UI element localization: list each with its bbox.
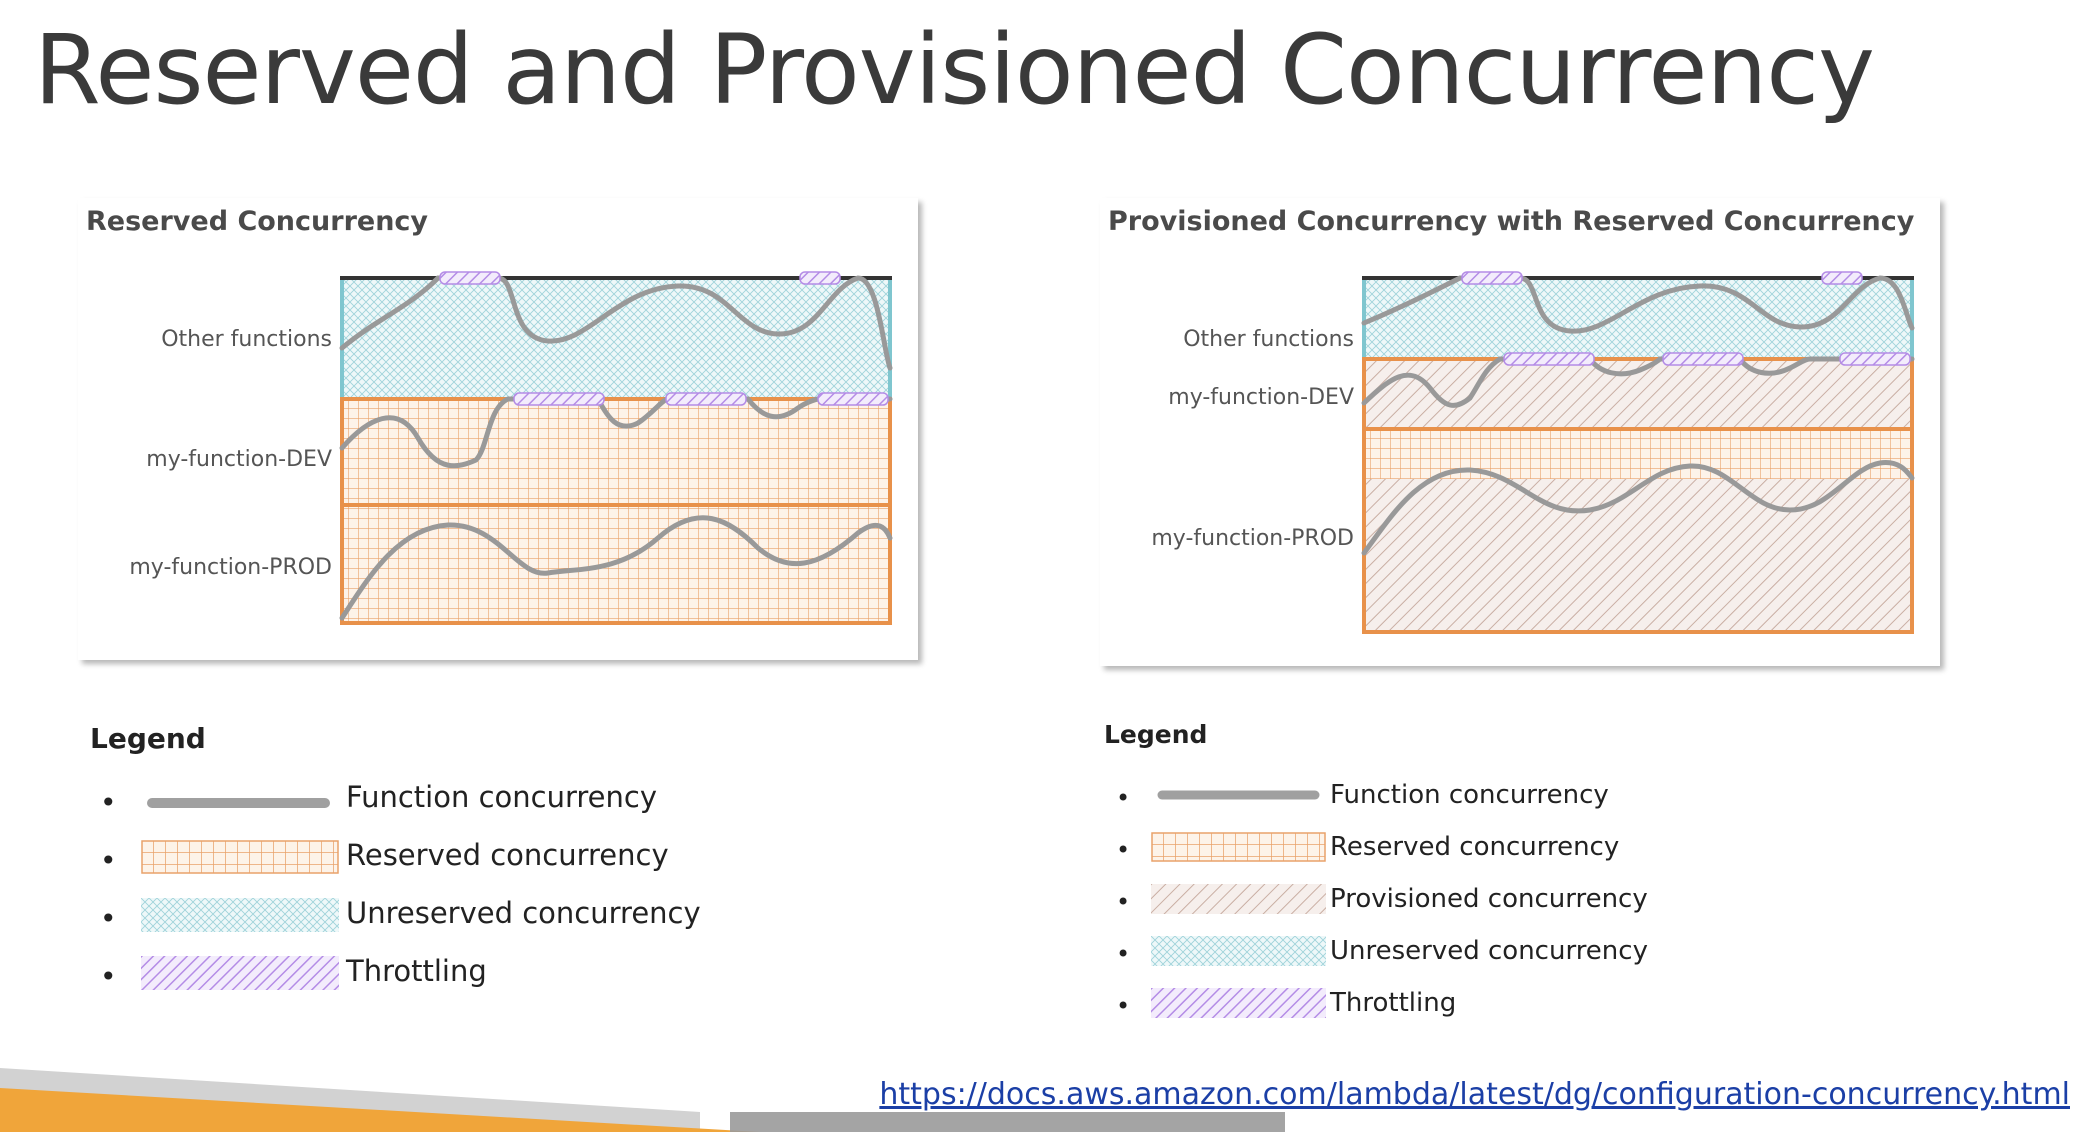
throttle-mark <box>513 392 605 406</box>
prod-concurrency-line <box>339 515 893 621</box>
row-label-prod: my-function-PROD <box>129 555 332 580</box>
row-label-other-functions: Other functions <box>1183 327 1354 352</box>
row-label-prod: my-function-PROD <box>1151 526 1354 551</box>
reserved-concurrency-panel: Reserved Concurrency Other functions my-… <box>78 198 918 660</box>
left-diagram: Other functions my-function-DEV my-funct… <box>129 271 893 625</box>
throttle-mark <box>799 271 841 285</box>
right-legend: • Function concurrency • Reserved concur… <box>1116 780 1648 1020</box>
documentation-link[interactable]: https://docs.aws.amazon.com/lambda/lates… <box>879 1077 2070 1112</box>
throttle-mark <box>665 392 747 406</box>
row-label-dev: my-function-DEV <box>1168 385 1354 410</box>
left-legend-title: Legend <box>90 722 206 755</box>
left-legend: • Function concurrency • Reserved concur… <box>100 780 701 993</box>
throttle-mark <box>1503 352 1595 366</box>
throttle-mark <box>1839 352 1911 366</box>
unreserved-region <box>1364 278 1912 359</box>
throttle-mark <box>817 392 889 406</box>
footer-decoration <box>0 1068 760 1132</box>
throttle-mark <box>1461 271 1523 285</box>
throttle-mark <box>1662 352 1744 366</box>
left-panel-title: Reserved Concurrency <box>86 206 429 237</box>
provisioned-concurrency-panel: Provisioned Concurrency with Reserved Co… <box>1100 198 1940 666</box>
prod-provisioned-region <box>1364 479 1912 632</box>
row-label-dev: my-function-DEV <box>146 447 332 472</box>
throttle-mark <box>1821 271 1863 285</box>
caption-overlay <box>730 1112 1285 1132</box>
right-panel-title: Provisioned Concurrency with Reserved Co… <box>1108 206 1915 237</box>
slide-title: Reserved and Provisioned Concurrency <box>34 14 1875 126</box>
right-diagram: Other functions my-function-DEV my-funct… <box>1151 271 1915 634</box>
unreserved-region <box>342 278 890 399</box>
right-legend-title: Legend <box>1104 720 1208 749</box>
dev-concurrency-line <box>339 396 893 469</box>
dev-reserved-region <box>342 399 890 505</box>
row-label-other-functions: Other functions <box>161 327 332 352</box>
prod-concurrency-line <box>1361 460 1915 556</box>
dev-concurrency-line <box>1361 356 1915 408</box>
throttle-mark <box>439 271 501 285</box>
